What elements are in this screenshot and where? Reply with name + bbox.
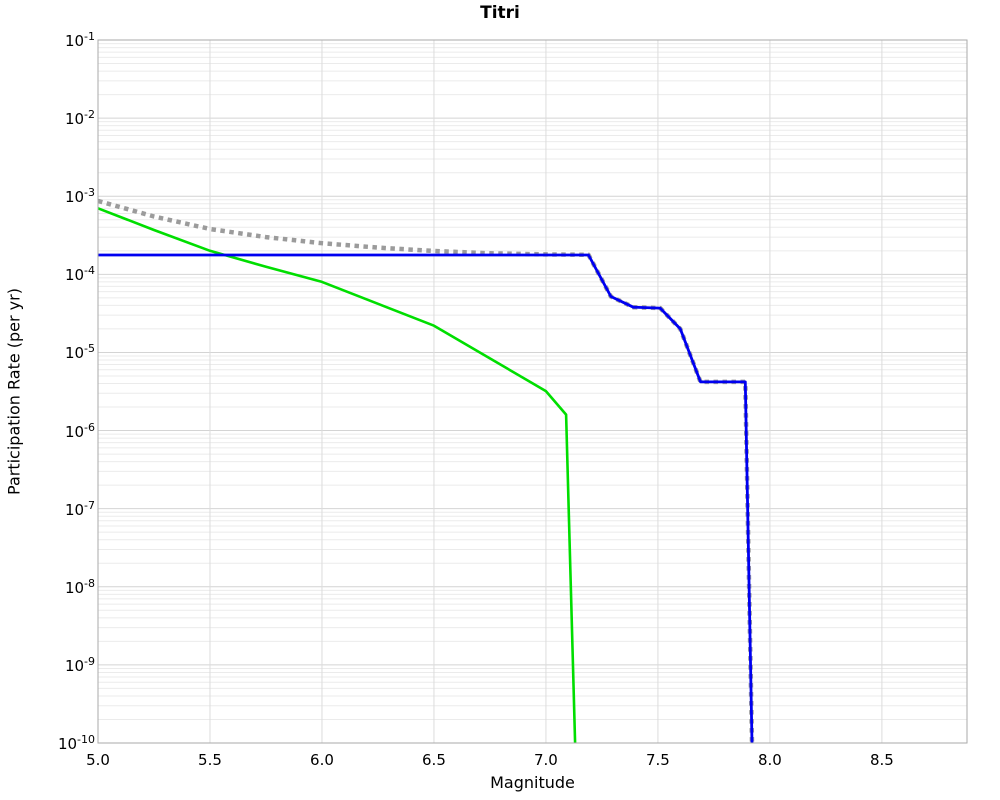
- x-tick-label: 8.5: [869, 751, 894, 769]
- plot-frame: [97, 39, 968, 744]
- y-tick-label: 10-5: [64, 342, 95, 363]
- x-tick-label: 8.0: [757, 751, 782, 769]
- y-tick-label: 10-2: [64, 108, 95, 129]
- y-tick-label: 10-7: [64, 498, 95, 519]
- x-tick-label: 5.0: [86, 751, 110, 769]
- y-axis-title: Participation Rate (per yr): [4, 288, 24, 495]
- y-tick-label: 10-6: [64, 420, 95, 441]
- y-tick-label: 10-3: [64, 186, 95, 207]
- plot-background: [98, 40, 967, 743]
- green-solid-curve: [97, 207, 577, 744]
- x-tick-label: 7.0: [534, 751, 558, 769]
- x-tick-label: 7.5: [645, 751, 670, 769]
- y-tick-label: 10-8: [64, 576, 95, 597]
- x-tick-label: 5.5: [198, 751, 222, 769]
- x-axis-title: Magnitude: [490, 773, 575, 792]
- blue-solid-curve: [98, 253, 754, 744]
- x-tick-label: 6.5: [422, 751, 446, 769]
- y-tick-label: 10-9: [64, 654, 95, 675]
- y-tick-label: 10-1: [64, 30, 95, 50]
- x-tick-label: 6.0: [310, 751, 334, 769]
- y-tick-label: 10-10: [57, 733, 95, 753]
- chart-title: Titri: [480, 3, 520, 23]
- y-tick-label: 10-4: [64, 264, 95, 285]
